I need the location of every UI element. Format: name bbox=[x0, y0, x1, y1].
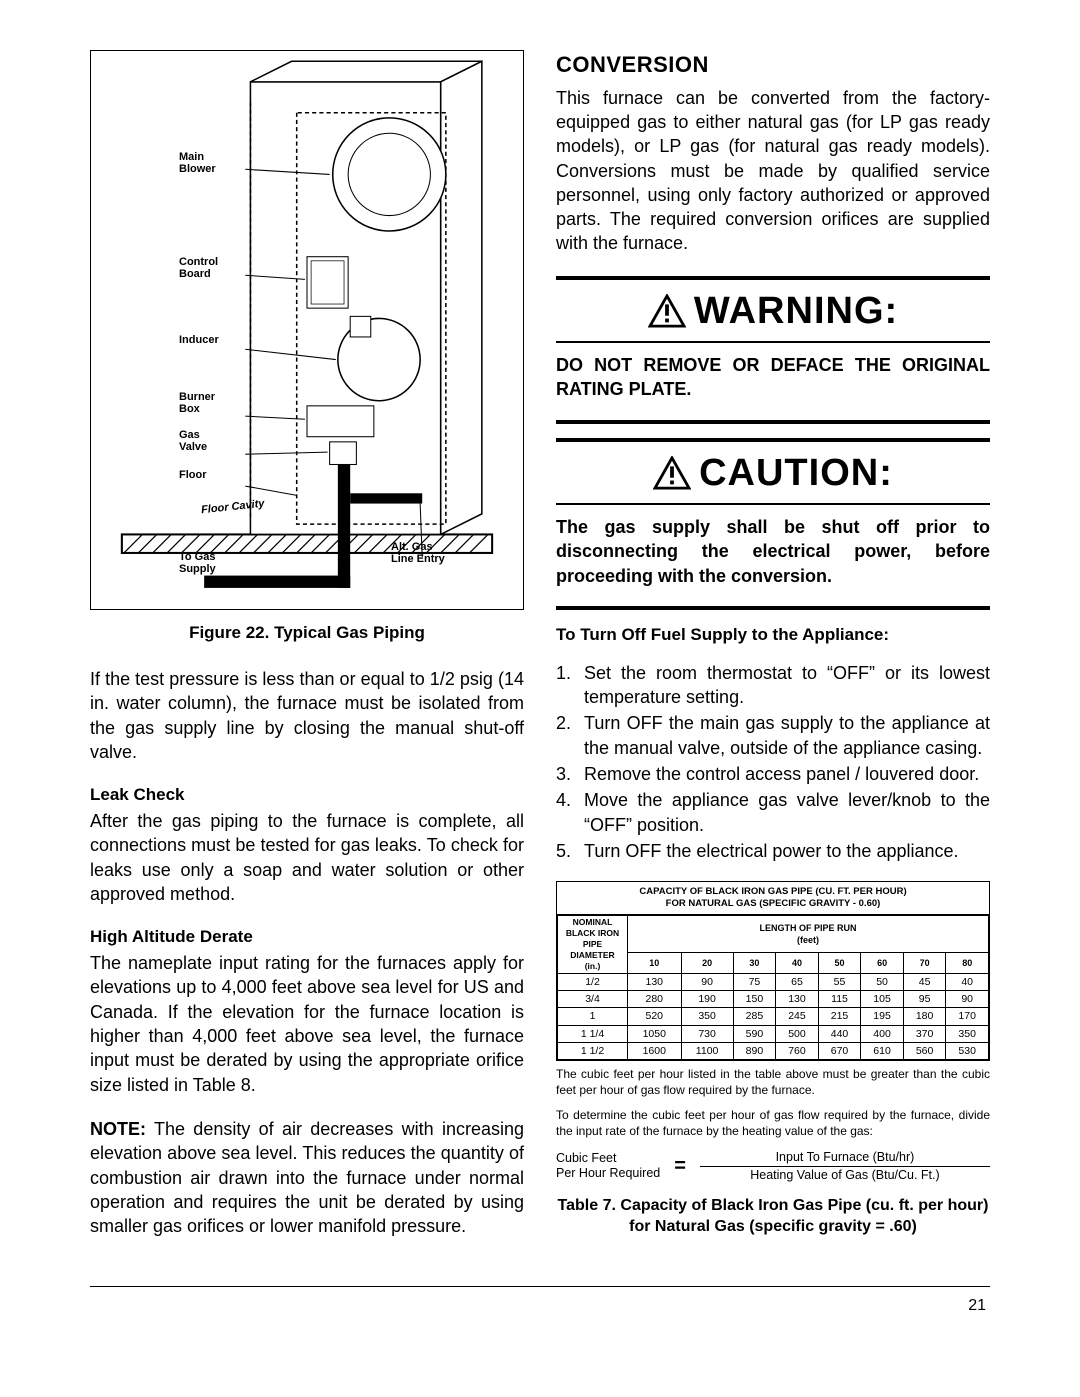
note-label: NOTE: bbox=[90, 1119, 146, 1139]
step-5: 5.Turn OFF the electrical power to the a… bbox=[556, 839, 990, 863]
table-title: CAPACITY OF BLACK IRON GAS PIPE (CU. FT.… bbox=[557, 882, 989, 915]
table-row: 1/213090756555504540 bbox=[558, 974, 989, 991]
high-altitude-body: The nameplate input rating for the furna… bbox=[90, 951, 524, 1097]
footer-rule bbox=[90, 1286, 990, 1287]
furnace-diagram-svg bbox=[91, 51, 523, 627]
label-to-gas-supply: To GasSupply bbox=[179, 551, 216, 575]
step-4: 4.Move the appliance gas valve lever/kno… bbox=[556, 788, 990, 837]
label-alt-gas-line: Alt. GasLine Entry bbox=[391, 541, 445, 565]
conversion-body: This furnace can be converted from the f… bbox=[556, 86, 990, 256]
table-caption: Table 7. Capacity of Black Iron Gas Pipe… bbox=[556, 1195, 990, 1238]
table-row: 1520350285245215195180170 bbox=[558, 1008, 989, 1025]
figure-gas-piping: MainBlower ControlBoard Inducer BurnerBo… bbox=[90, 50, 524, 610]
step-2: 2.Turn OFF the main gas supply to the ap… bbox=[556, 711, 990, 760]
table-note-2: To determine the cubic feet per hour of … bbox=[556, 1108, 990, 1139]
caution-triangle-icon bbox=[653, 456, 691, 490]
step-3: 3.Remove the control access panel / louv… bbox=[556, 762, 990, 786]
leak-check-body: After the gas piping to the furnace is c… bbox=[90, 809, 524, 906]
eq-fraction: Input To Furnace (Btu/hr) Heating Value … bbox=[700, 1149, 990, 1183]
turnoff-head: To Turn Off Fuel Supply to the Appliance… bbox=[556, 624, 990, 647]
warning-heading: WARNING: bbox=[556, 280, 990, 341]
leak-check-head: Leak Check bbox=[90, 784, 524, 807]
caution-heading: CAUTION: bbox=[556, 442, 990, 503]
warning-word: WARNING: bbox=[694, 286, 898, 337]
table-row: 1 1/41050730590500440400370350 bbox=[558, 1025, 989, 1042]
label-burner-box: BurnerBox bbox=[179, 391, 215, 415]
note-body: The density of air decreases with increa… bbox=[90, 1119, 524, 1236]
caution-word: CAUTION: bbox=[699, 448, 893, 499]
high-altitude-head: High Altitude Derate bbox=[90, 926, 524, 949]
table-note-1: The cubic feet per hour listed in the ta… bbox=[556, 1067, 990, 1098]
equation: Cubic FeetPer Hour Required = Input To F… bbox=[556, 1149, 990, 1183]
warning-triangle-icon bbox=[648, 294, 686, 328]
label-floor: Floor bbox=[179, 469, 207, 481]
page-number: 21 bbox=[90, 1295, 990, 1317]
eq-left: Cubic FeetPer Hour Required bbox=[556, 1151, 660, 1181]
step-1: 1.Set the room thermostat to “OFF” or it… bbox=[556, 661, 990, 710]
pipe-table: NOMINAL BLACK IRON PIPE DIAMETER (in.) L… bbox=[557, 915, 989, 1060]
caution-rule-mid bbox=[556, 503, 990, 505]
note-paragraph: NOTE: The density of air decreases with … bbox=[90, 1117, 524, 1238]
conversion-head: CONVERSION bbox=[556, 50, 990, 80]
table-row: 1 1/216001100890760670610560530 bbox=[558, 1042, 989, 1059]
equals-sign: = bbox=[674, 1153, 686, 1180]
warning-rule-mid bbox=[556, 341, 990, 343]
table-row: 3/42801901501301151059590 bbox=[558, 991, 989, 1008]
label-inducer: Inducer bbox=[179, 334, 219, 346]
left-p1: If the test pressure is less than or equ… bbox=[90, 667, 524, 764]
pipe-capacity-table: CAPACITY OF BLACK IRON GAS PIPE (CU. FT.… bbox=[556, 881, 990, 1061]
turnoff-steps: 1.Set the room thermostat to “OFF” or it… bbox=[556, 661, 990, 863]
label-control-board: ControlBoard bbox=[179, 256, 218, 280]
label-gas-valve: GasValve bbox=[179, 429, 207, 453]
label-main-blower: MainBlower bbox=[179, 151, 216, 175]
caution-body: The gas supply shall be shut off prior t… bbox=[556, 515, 990, 588]
warning-body: DO NOT REMOVE OR DEFACE THE ORIGINAL RAT… bbox=[556, 353, 990, 402]
